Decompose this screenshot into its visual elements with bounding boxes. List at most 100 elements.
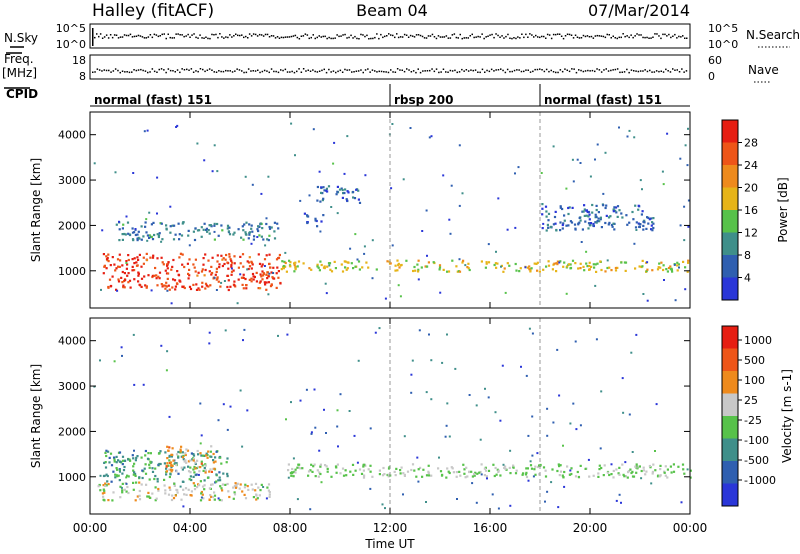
power-sparse-echo [628, 129, 631, 132]
power-echo [417, 270, 420, 273]
velocity-echo [180, 466, 183, 469]
power-echo [150, 223, 153, 226]
velocity-echo [99, 489, 102, 492]
power-echo [261, 278, 264, 281]
frequency-sample [646, 70, 649, 73]
velocity-sparse-echo [430, 398, 433, 401]
velocity-sparse-echo [197, 473, 200, 476]
velocity-echo [175, 453, 179, 456]
power-echo [275, 272, 278, 275]
freq-left-tick-bottom: 8 [79, 70, 86, 83]
power-colorbar-segment [722, 232, 738, 255]
noise-sample [157, 35, 160, 38]
velocity-echo [104, 482, 107, 485]
noise-sample [550, 37, 553, 40]
velocity-echo [132, 473, 135, 476]
power-echo [200, 270, 204, 273]
noise-sample [175, 33, 177, 35]
power-echo [602, 204, 605, 207]
power-y-tick-label: 2000 [58, 219, 86, 232]
power-echo [555, 262, 558, 265]
velocity-sparse-echo [133, 383, 136, 386]
power-sparse-echo [333, 141, 336, 144]
velocity-echo [244, 483, 247, 486]
frequency-sample [461, 68, 463, 71]
power-echo [574, 262, 577, 265]
velocity-echo [307, 474, 310, 477]
velocity-echo [427, 470, 430, 473]
velocity-echo [156, 477, 159, 481]
frequency-sample [348, 69, 351, 71]
frequency-sample [172, 70, 174, 72]
power-echo [131, 238, 135, 241]
velocity-echo [205, 454, 208, 457]
power-echo [584, 220, 587, 223]
noise-sample [461, 37, 463, 40]
noise-sample [481, 33, 483, 35]
velocity-echo [132, 457, 135, 460]
power-echo [208, 232, 211, 235]
velocity-echo [133, 471, 136, 474]
noise-sample [125, 34, 128, 37]
velocity-echo [121, 459, 125, 462]
power-sparse-echo [213, 144, 216, 147]
velocity-colorbar-tick-label: 25 [744, 394, 758, 407]
nave-label: Nave [748, 63, 779, 77]
frequency-sample [321, 69, 323, 72]
station-title: Halley (fitACF) [92, 1, 214, 21]
velocity-echo [266, 486, 269, 489]
power-echo [164, 269, 167, 272]
frequency-sample [488, 70, 491, 73]
velocity-sparse-echo [296, 498, 299, 501]
power-echo [530, 267, 533, 270]
velocity-echo [148, 463, 151, 466]
power-echo [541, 227, 544, 230]
power-echo [396, 269, 399, 272]
noise-sample [495, 33, 497, 35]
velocity-y-tick-label: 4000 [58, 335, 86, 348]
velocity-echo [267, 489, 270, 492]
noise-sample [109, 34, 112, 36]
velocity-echo [257, 486, 260, 489]
frequency-sample [206, 69, 209, 71]
power-echo [187, 229, 190, 232]
noise-sample [642, 36, 644, 39]
power-echo [260, 275, 263, 278]
frequency-sample [578, 69, 580, 71]
power-echo [585, 209, 588, 212]
power-sparse-echo [308, 194, 311, 197]
power-echo [265, 288, 268, 291]
noise-sample [674, 33, 676, 36]
velocity-echo [631, 470, 634, 473]
velocity-echo [588, 475, 591, 478]
power-echo [637, 204, 640, 207]
velocity-scatter-marks [93, 318, 692, 514]
noise-sample [274, 37, 277, 39]
velocity-echo [387, 475, 390, 478]
power-echo [582, 210, 585, 213]
power-echo [161, 261, 164, 264]
velocity-echo [118, 451, 122, 454]
velocity-sparse-echo [200, 496, 203, 499]
velocity-echo [138, 489, 141, 493]
frequency-sample [199, 68, 202, 70]
frequency-sample [105, 69, 108, 72]
velocity-echo [196, 449, 199, 453]
power-echo [296, 265, 299, 268]
power-echo [127, 232, 130, 235]
velocity-echo [168, 475, 171, 479]
noise-sample [143, 37, 146, 39]
power-echo [259, 273, 262, 276]
velocity-echo [294, 468, 297, 471]
noise-sample [392, 34, 394, 37]
frequency-sample [403, 70, 406, 73]
power-echo [214, 273, 217, 276]
noise-sample [219, 33, 221, 35]
frequency-sample [156, 71, 158, 73]
velocity-echo [149, 452, 152, 455]
velocity-echo [117, 474, 120, 477]
velocity-echo [227, 490, 230, 493]
velocity-colorbar-tick-label: -100 [744, 434, 769, 447]
noise-sample [682, 35, 684, 37]
